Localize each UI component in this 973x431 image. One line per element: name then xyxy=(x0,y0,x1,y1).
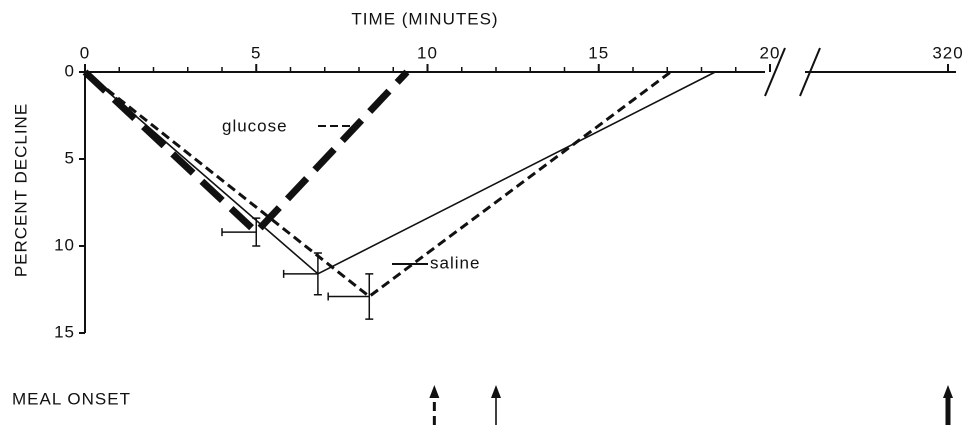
meal-arrow-head xyxy=(943,385,953,398)
y-tick-label: 0 xyxy=(65,61,75,80)
x-error-bar xyxy=(282,269,318,278)
series-line xyxy=(84,70,672,299)
y-tick-label: 15 xyxy=(54,322,75,341)
series-line xyxy=(84,71,716,275)
x-tick-label: 320 xyxy=(932,43,963,62)
x-tick-label: 0 xyxy=(80,43,90,62)
annotation: glucose xyxy=(222,116,288,135)
annotation: saline xyxy=(430,253,480,272)
y-tick-label: 5 xyxy=(65,148,75,167)
x-tick-label: 10 xyxy=(417,43,438,62)
y-error-bar xyxy=(365,273,374,320)
x-tick-label: 5 xyxy=(251,43,261,62)
x-tick-label: 20 xyxy=(760,43,781,62)
x-error-bar xyxy=(327,292,370,301)
x-tick-label: 15 xyxy=(588,43,609,62)
axis-break xyxy=(764,47,821,97)
series-line xyxy=(82,69,410,238)
meal-arrow-head xyxy=(429,385,440,398)
x-error-bar xyxy=(221,228,257,237)
y-axis-title: PERCENT DECLINE xyxy=(11,103,30,277)
meal-onset-label: MEAL ONSET xyxy=(12,389,131,408)
meal-arrow-head xyxy=(491,385,501,398)
y-tick-label: 10 xyxy=(54,235,75,254)
y-error-bar xyxy=(313,252,322,296)
x-axis-title: TIME (MINUTES) xyxy=(351,9,498,28)
